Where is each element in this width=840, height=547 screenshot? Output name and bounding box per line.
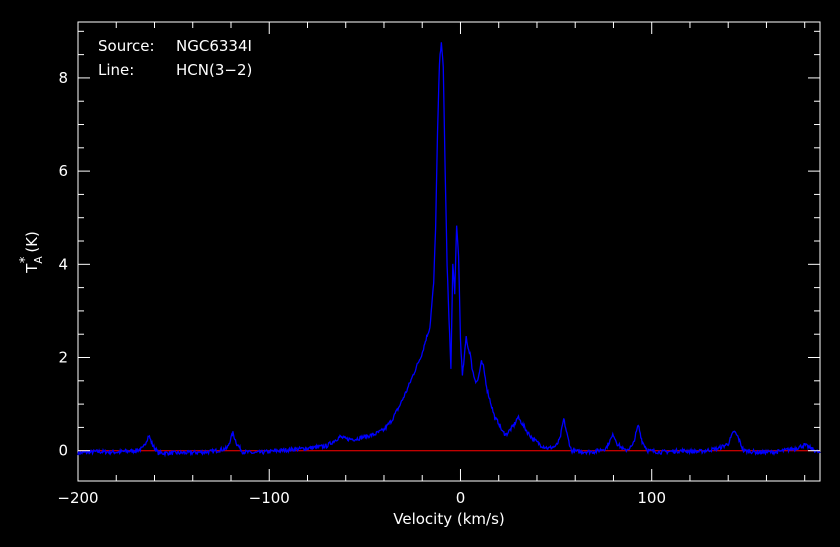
y-tick-label: 6 [58, 162, 68, 180]
x-tick-label: −100 [249, 489, 290, 507]
ticks-layer: −200 −100 0 100 0 2 4 6 8 [57, 22, 820, 507]
y-axis-label-unit: (K) [23, 231, 41, 253]
line-value: HCN(3−2) [176, 61, 252, 79]
y-tick-label: 0 [58, 442, 68, 460]
x-axis-label: Velocity (km/s) [393, 510, 504, 528]
series-layer [77, 42, 821, 458]
x-tick-label: 0 [456, 489, 466, 507]
y-axis-label-sup: * [18, 256, 33, 263]
y-tick-label: 8 [58, 69, 68, 87]
source-key: Source: [98, 37, 155, 55]
y-tick-label: 2 [58, 349, 68, 367]
x-tick-label: −200 [57, 489, 98, 507]
y-axis-label: TA* (K) [18, 231, 45, 274]
spectrum-line [77, 42, 821, 458]
y-tick-label: 4 [58, 255, 68, 273]
y-axis-label-text: TA* (K) [18, 231, 45, 274]
y-axis-label-main: T [23, 263, 41, 274]
x-tick-label: 100 [637, 489, 666, 507]
plot-frame [77, 21, 821, 482]
source-value: NGC6334I [176, 37, 252, 55]
y-axis-label-sub: A [32, 256, 45, 264]
line-key: Line: [98, 61, 134, 79]
